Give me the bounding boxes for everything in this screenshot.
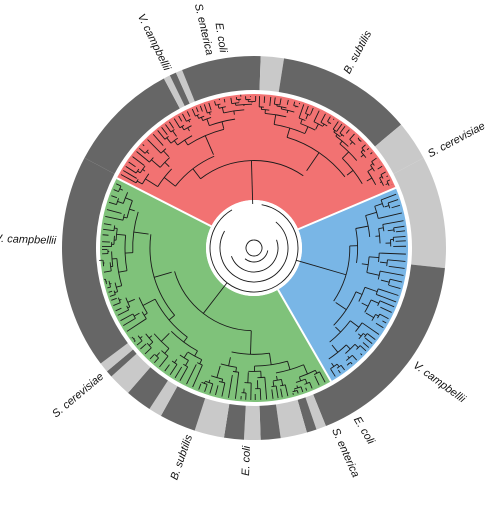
internal-branch bbox=[359, 140, 360, 141]
species-label: V. campbellii bbox=[135, 12, 173, 73]
species-label: S. enterica bbox=[329, 426, 361, 479]
leaf-branch bbox=[103, 235, 109, 236]
species-label: E. coli bbox=[351, 415, 377, 447]
internal-branch bbox=[234, 111, 235, 115]
species-label: V. campbellii bbox=[411, 359, 468, 405]
internal-branch bbox=[348, 363, 349, 364]
species-label: E. coli bbox=[240, 445, 253, 476]
species-label: S. enterica bbox=[192, 2, 216, 56]
internal-branch bbox=[204, 382, 205, 383]
internal-branch bbox=[134, 338, 135, 339]
species-label: B. subtilis bbox=[168, 433, 195, 482]
clade-root-branch bbox=[252, 186, 253, 204]
leaf-branch bbox=[260, 389, 261, 400]
species-label: S. cerevisiae bbox=[50, 371, 106, 421]
species-label: B. subtilis bbox=[342, 28, 375, 76]
leaf-branch bbox=[333, 119, 334, 120]
ring-segment-light bbox=[244, 406, 261, 440]
internal-branch bbox=[287, 110, 288, 113]
species-label: S. cerevisiae bbox=[426, 120, 487, 160]
species-label: V. campbellii bbox=[0, 233, 57, 247]
internal-branch bbox=[329, 123, 330, 124]
leaf-branch bbox=[387, 176, 388, 177]
